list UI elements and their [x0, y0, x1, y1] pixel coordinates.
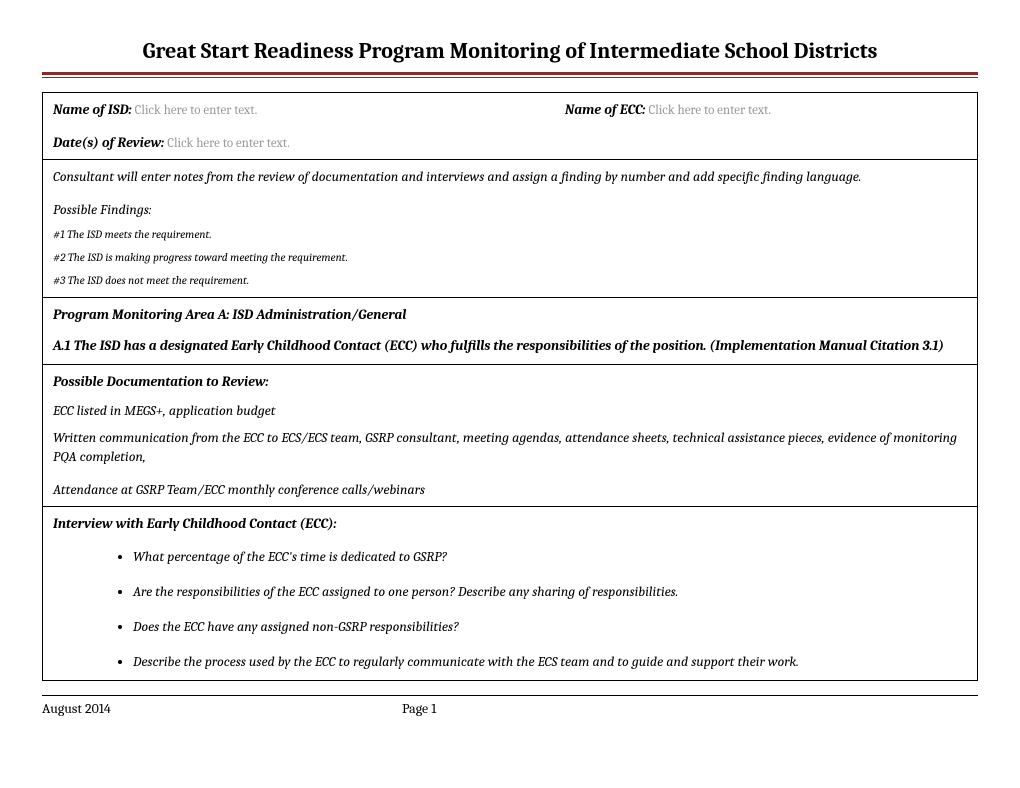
finding-3: #3 The ISD does not meet the requirement… — [53, 274, 967, 287]
interview-q3: Does the ECC have any assigned non-GSRP … — [133, 618, 967, 635]
monitoring-form-table: Name of ISD: Click here to enter text. N… — [42, 92, 978, 681]
documentation-cell: Possible Documentation to Review: ECC li… — [43, 364, 978, 506]
documentation-line-1: ECC listed in MEGS+, application budget — [53, 402, 967, 419]
finding-2: #2 The ISD is making progress toward mee… — [53, 251, 967, 264]
footer-date: August 2014 — [42, 700, 402, 717]
footer-page: Page 1 — [402, 700, 436, 717]
isd-field: Name of ISD: Click here to enter text. — [53, 101, 565, 118]
interview-heading: Interview with Early Childhood Contact (… — [53, 515, 967, 532]
ecc-placeholder[interactable]: Click here to enter text. — [648, 103, 771, 118]
interview-cell: Interview with Early Childhood Contact (… — [43, 506, 978, 680]
documentation-line-2: Written communication from the ECC to EC… — [53, 429, 967, 467]
title-rule-thick — [42, 72, 978, 75]
ecc-field: Name of ECC: Click here to enter text. — [565, 101, 967, 118]
page-footer: August 2014 Page 1 — [42, 700, 978, 717]
instructions-text: Consultant will enter notes from the rev… — [53, 168, 967, 185]
isd-placeholder[interactable]: Click here to enter text. — [135, 103, 258, 118]
area-heading: Program Monitoring Area A: ISD Administr… — [53, 306, 967, 323]
area-cell: Program Monitoring Area A: ISD Administr… — [43, 298, 978, 365]
instructions-cell: Consultant will enter notes from the rev… — [43, 160, 978, 298]
dates-placeholder[interactable]: Click here to enter text. — [167, 136, 290, 151]
documentation-line-3: Attendance at GSRP Team/ECC monthly conf… — [53, 481, 967, 498]
documentation-heading: Possible Documentation to Review: — [53, 373, 967, 390]
title-rule-thin — [42, 77, 978, 78]
area-item: A.1 The ISD has a designated Early Child… — [53, 337, 967, 356]
footer-rule — [42, 695, 978, 696]
dates-label: Date(s) of Review: — [53, 134, 164, 151]
interview-q2: Are the responsibilities of the ECC assi… — [133, 583, 967, 600]
isd-label: Name of ISD: — [53, 101, 132, 118]
finding-1: #1 The ISD meets the requirement. — [53, 228, 967, 241]
interview-questions: What percentage of the ECC's time is ded… — [53, 548, 967, 670]
findings-label: Possible Findings: — [53, 201, 967, 218]
page-title: Great Start Readiness Program Monitoring… — [42, 38, 978, 72]
interview-q1: What percentage of the ECC's time is ded… — [133, 548, 967, 565]
dates-field: Date(s) of Review: Click here to enter t… — [53, 134, 290, 151]
header-fields-cell: Name of ISD: Click here to enter text. N… — [43, 93, 978, 160]
interview-q4: Describe the process used by the ECC to … — [133, 653, 967, 670]
ecc-label: Name of ECC: — [565, 101, 646, 118]
